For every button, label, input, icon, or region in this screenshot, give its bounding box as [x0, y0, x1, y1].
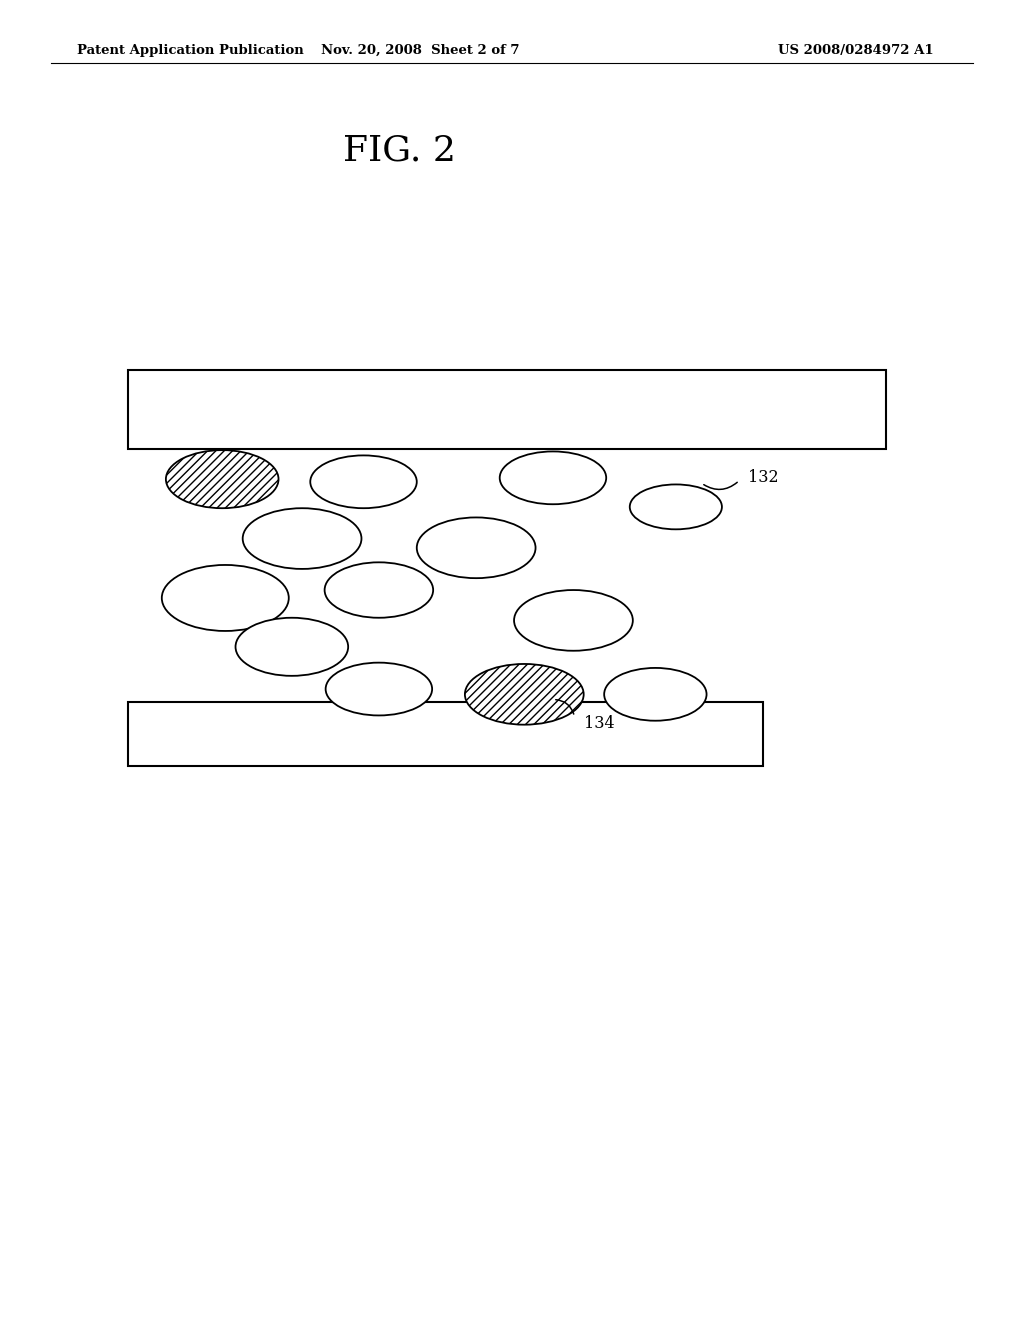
- Ellipse shape: [166, 450, 279, 508]
- Bar: [128, 370, 886, 449]
- Ellipse shape: [465, 664, 584, 725]
- Ellipse shape: [162, 565, 289, 631]
- Ellipse shape: [500, 451, 606, 504]
- Text: US 2008/0284972 A1: US 2008/0284972 A1: [778, 44, 934, 57]
- Ellipse shape: [417, 517, 536, 578]
- Bar: [128, 702, 763, 766]
- Ellipse shape: [310, 455, 417, 508]
- Ellipse shape: [243, 508, 361, 569]
- Text: Patent Application Publication: Patent Application Publication: [77, 44, 303, 57]
- Ellipse shape: [326, 663, 432, 715]
- Text: Nov. 20, 2008  Sheet 2 of 7: Nov. 20, 2008 Sheet 2 of 7: [321, 44, 519, 57]
- Ellipse shape: [236, 618, 348, 676]
- Ellipse shape: [514, 590, 633, 651]
- Ellipse shape: [325, 562, 433, 618]
- Ellipse shape: [604, 668, 707, 721]
- Text: FIG. 2: FIG. 2: [343, 133, 456, 168]
- Text: 132: 132: [748, 470, 778, 486]
- Ellipse shape: [630, 484, 722, 529]
- Text: 134: 134: [584, 715, 614, 731]
